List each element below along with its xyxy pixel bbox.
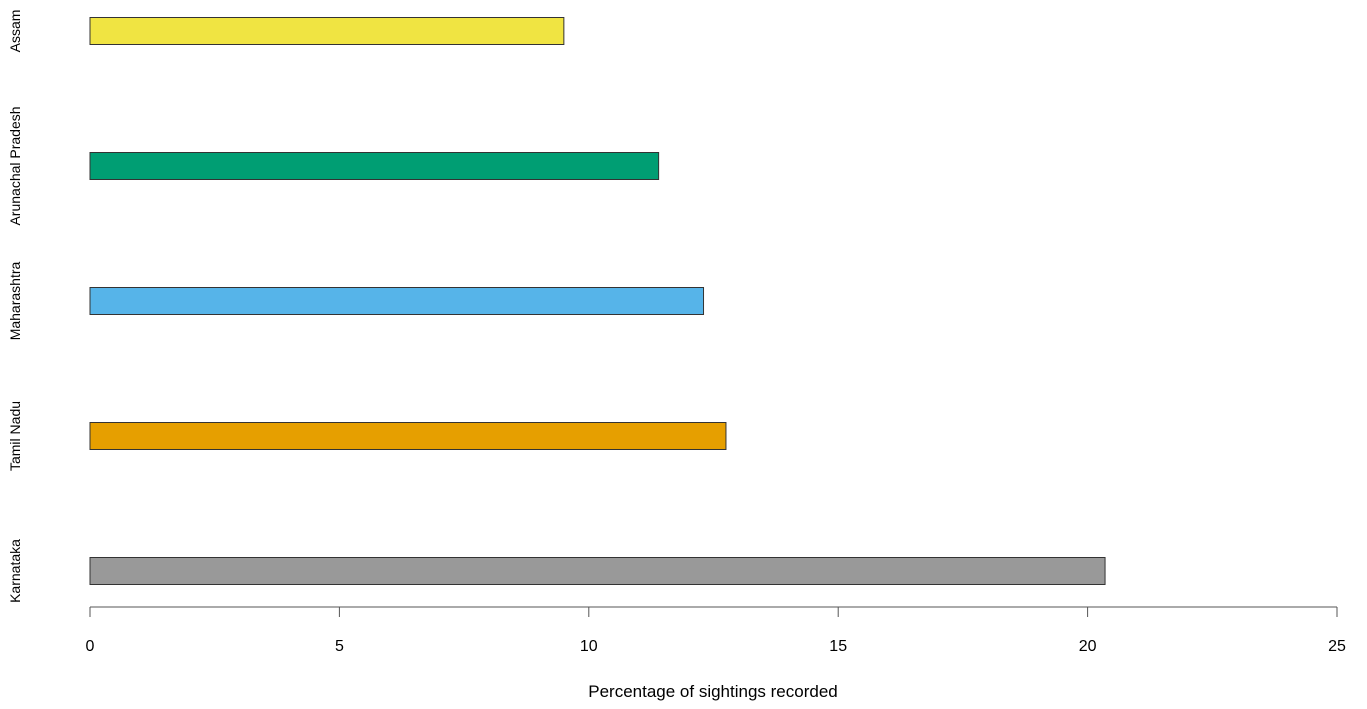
- x-axis: 0 5 10 15 20 25: [86, 606, 1346, 655]
- category-label-arunachal-pradesh: Arunachal Pradesh: [7, 106, 23, 225]
- x-tick-label-15: 15: [829, 638, 847, 655]
- bar-arunachal-pradesh: [89, 152, 660, 180]
- bar-maharashtra: [89, 287, 705, 315]
- bars-layer: [89, 17, 1106, 585]
- category-label-assam: Assam: [7, 10, 23, 53]
- category-labels: Karnataka Tamil Nadu Maharashtra Arunachal …: [7, 10, 23, 603]
- category-label-tamil-nadu: Tamil Nadu: [7, 401, 23, 471]
- x-tick-label-5: 5: [335, 638, 344, 655]
- category-label-maharashtra: Maharashtra: [7, 261, 23, 340]
- bar-assam: [89, 17, 565, 45]
- bar-karnataka: [89, 557, 1106, 585]
- x-tick-label-0: 0: [86, 638, 95, 655]
- x-axis-title: Percentage of sightings recorded: [588, 682, 838, 701]
- x-tick-label-25: 25: [1328, 638, 1346, 655]
- bar-tamil-nadu: [89, 422, 727, 450]
- category-label-karnataka: Karnataka: [7, 539, 23, 603]
- x-tick-label-20: 20: [1079, 638, 1097, 655]
- x-tick-label-10: 10: [580, 638, 598, 655]
